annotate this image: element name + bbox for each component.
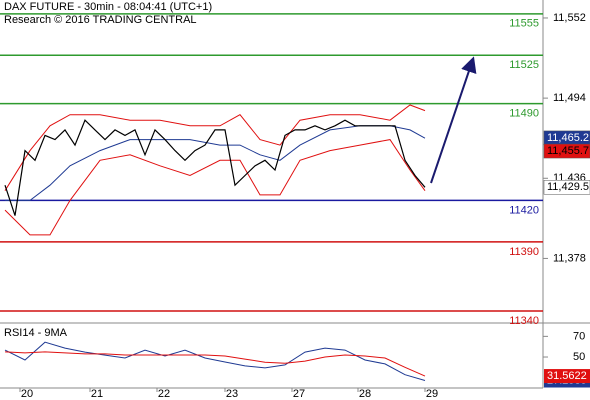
rsi-line [4, 351, 426, 377]
x-tick-label: 23 [226, 388, 238, 400]
y-tick-label: 50 [573, 351, 585, 363]
price-marker-label: 11,455.7 [547, 145, 589, 157]
price-marker-label: 11,429.5 [547, 181, 589, 193]
rsi-marker [544, 369, 590, 384]
level-label: 11555 [509, 18, 539, 30]
price-marker-label: 11,465.2 [547, 132, 589, 144]
x-tick-label: 27 [293, 388, 305, 400]
level-label: 11490 [509, 108, 539, 120]
level-label: 11420 [509, 204, 539, 216]
indicator-line [4, 104, 426, 191]
price-line [4, 119, 426, 216]
rsi-title: RSI14 - 9MA [4, 327, 68, 339]
level-label: 11390 [509, 246, 539, 258]
x-tick-label: 28 [359, 388, 371, 400]
level-label: 11340 [509, 315, 539, 327]
rsi-marker-label: 31.5622 [547, 370, 587, 382]
level-label: 11525 [509, 59, 539, 71]
x-tick-label: 22 [158, 388, 170, 400]
forecast-arrow [430, 56, 477, 184]
chart-title: DAX FUTURE - 30min - 08:04:41 (UTC+1) [4, 1, 212, 13]
y-tick-label: 11,552 [553, 12, 586, 24]
y-tick-label: 11,494 [553, 92, 586, 104]
x-tick-label: 21 [91, 388, 103, 400]
x-tick-label: 29 [426, 388, 438, 400]
price-marker [543, 143, 590, 159]
chart-subtitle: Research © 2016 TRADING CENTRAL [4, 14, 197, 26]
x-tick-label: 20 [21, 388, 33, 400]
y-tick-label: 11,378 [553, 252, 586, 264]
y-tick-label: 70 [573, 330, 585, 342]
price-marker [543, 180, 590, 195]
